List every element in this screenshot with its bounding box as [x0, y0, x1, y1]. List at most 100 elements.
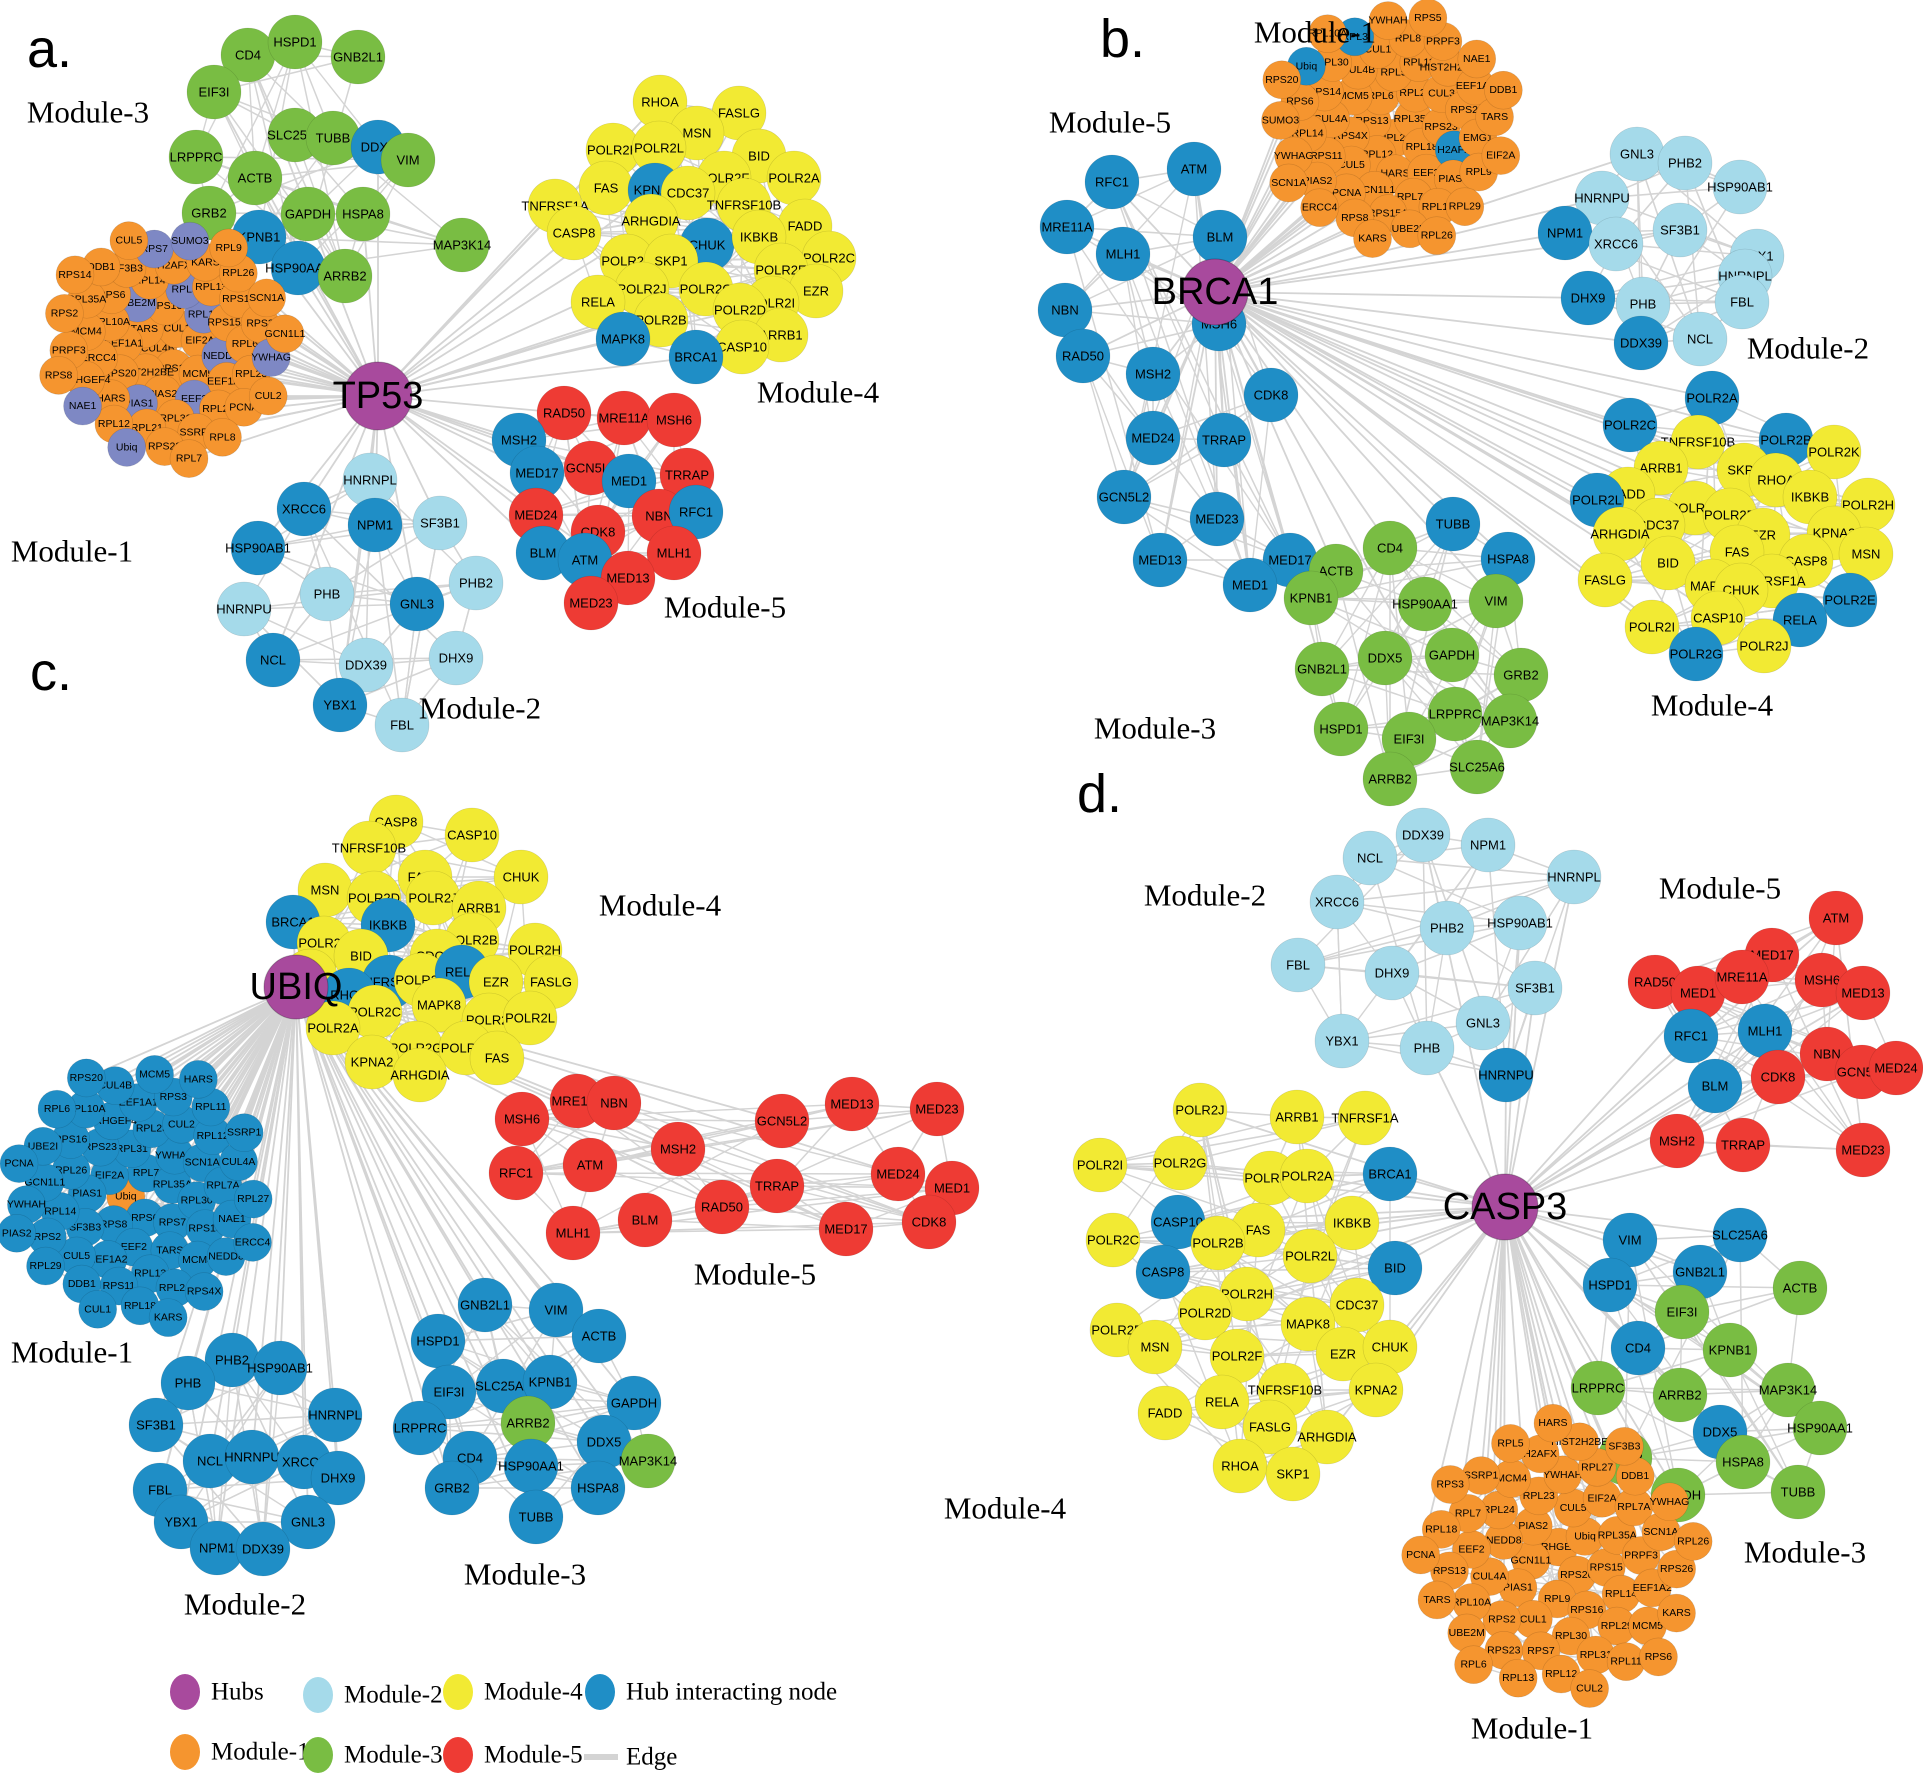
- node-d-HSPD1[interactable]: [1582, 1257, 1638, 1313]
- node-a-RPS8[interactable]: [39, 356, 78, 395]
- node-b-RPL29[interactable]: [1445, 187, 1485, 227]
- node-d-ARRB2[interactable]: [1652, 1367, 1708, 1423]
- node-c-MED23[interactable]: [909, 1081, 965, 1137]
- node-c-FAS[interactable]: [469, 1030, 525, 1086]
- node-a-GAPDH[interactable]: [280, 186, 336, 242]
- node-d-ARHGDIA[interactable]: [1299, 1409, 1355, 1465]
- node-a-FBL[interactable]: [374, 697, 430, 753]
- node-c-RPL6[interactable]: [37, 1089, 77, 1129]
- node-d-EIF3I[interactable]: [1654, 1284, 1710, 1340]
- node-b-TRRAP[interactable]: [1196, 412, 1252, 468]
- node-a-GNL3[interactable]: [389, 576, 445, 632]
- node-c-HNRNPL[interactable]: [307, 1387, 363, 1443]
- hub-node-CASP3[interactable]: [1471, 1173, 1539, 1241]
- node-a-DDX39[interactable]: [338, 637, 394, 693]
- node-c-KARS[interactable]: [148, 1298, 188, 1337]
- node-d-ACTB[interactable]: [1772, 1260, 1828, 1316]
- node-d-TRRAP[interactable]: [1715, 1117, 1771, 1173]
- node-c-DDX39[interactable]: [235, 1521, 291, 1577]
- node-b-FBL[interactable]: [1714, 274, 1770, 330]
- node-b-XRCC6[interactable]: [1588, 216, 1644, 272]
- node-b-CD4[interactable]: [1362, 520, 1418, 576]
- node-a-ACTB[interactable]: [227, 150, 283, 206]
- node-b-NAE1[interactable]: [1457, 39, 1497, 79]
- node-d-HSPA8[interactable]: [1715, 1434, 1771, 1490]
- node-d-POLR2B[interactable]: [1190, 1215, 1246, 1271]
- node-b-ERCC4[interactable]: [1300, 188, 1339, 227]
- node-a-MLH1[interactable]: [646, 525, 702, 581]
- node-d-FADD[interactable]: [1137, 1385, 1193, 1441]
- node-b-GNB2L1[interactable]: [1294, 641, 1350, 697]
- node-b-RPL10A[interactable]: [1308, 14, 1347, 54]
- node-b-CDK8[interactable]: [1243, 367, 1299, 423]
- node-c-MAPK8[interactable]: [411, 977, 467, 1033]
- node-d-FASLG[interactable]: [1242, 1399, 1298, 1455]
- node-d-IKBKB[interactable]: [1324, 1195, 1380, 1251]
- node-b-ATM[interactable]: [1166, 141, 1222, 197]
- node-a-LRPPRC[interactable]: [168, 129, 224, 185]
- node-c-BLM[interactable]: [617, 1192, 673, 1248]
- hub-node-UBIQ[interactable]: [263, 954, 329, 1020]
- node-d-MSH2[interactable]: [1649, 1113, 1705, 1169]
- node-d-CDK8[interactable]: [1750, 1049, 1806, 1105]
- node-a-SCN1A[interactable]: [247, 278, 286, 318]
- node-d-MSN[interactable]: [1127, 1319, 1183, 1375]
- node-a-RAD50[interactable]: [536, 385, 592, 441]
- node-d-ATM[interactable]: [1808, 890, 1864, 946]
- node-c-CUL1[interactable]: [78, 1289, 117, 1329]
- node-b-SCN1A[interactable]: [1269, 163, 1309, 203]
- node-a-RPS14[interactable]: [55, 255, 95, 295]
- node-a-Ubiq[interactable]: [107, 428, 146, 467]
- node-a-CUL5[interactable]: [109, 221, 149, 260]
- hub-node-BRCA1[interactable]: [1181, 258, 1249, 326]
- node-a-BRCA1[interactable]: [668, 329, 724, 385]
- node-c-CHUK[interactable]: [493, 849, 549, 905]
- node-b-YWHAH[interactable]: [1368, 1, 1408, 40]
- node-b-RPL26[interactable]: [1417, 216, 1457, 255]
- node-c-POLR2L[interactable]: [502, 990, 558, 1046]
- node-a-HNRNPU[interactable]: [216, 581, 272, 637]
- node-c-ACTB[interactable]: [571, 1308, 627, 1364]
- node-a-HSPA8[interactable]: [335, 186, 391, 242]
- node-d-MED23[interactable]: [1835, 1122, 1891, 1178]
- node-d-NCL[interactable]: [1342, 830, 1398, 886]
- node-b-POLR2G[interactable]: [1668, 626, 1724, 682]
- node-d-YBX1[interactable]: [1314, 1013, 1370, 1069]
- node-a-RPL8[interactable]: [203, 418, 242, 457]
- node-d-BRCA1[interactable]: [1362, 1146, 1418, 1202]
- node-b-RPS5[interactable]: [1408, 0, 1448, 38]
- node-c-GNL3[interactable]: [280, 1494, 336, 1550]
- node-d-TNFRSF1A[interactable]: [1337, 1090, 1393, 1146]
- node-d-SF3B1[interactable]: [1507, 960, 1563, 1016]
- node-b-MLH1[interactable]: [1095, 226, 1151, 282]
- node-b-MED13[interactable]: [1132, 532, 1188, 588]
- node-d-RHOA[interactable]: [1212, 1438, 1268, 1494]
- node-b-RPS20[interactable]: [1262, 60, 1302, 100]
- node-a-MED23[interactable]: [563, 575, 619, 631]
- node-c-HSP90AB1[interactable]: [252, 1340, 308, 1396]
- node-d-MAPK8[interactable]: [1280, 1296, 1336, 1352]
- node-d-POLR2A[interactable]: [1279, 1148, 1335, 1204]
- node-a-EIF3I[interactable]: [186, 64, 242, 120]
- node-d-CASP8[interactable]: [1135, 1244, 1191, 1300]
- node-a-YBX1[interactable]: [312, 677, 368, 733]
- node-b-POLR2I[interactable]: [1624, 599, 1680, 655]
- node-a-PHB[interactable]: [299, 566, 355, 622]
- node-d-RPL18[interactable]: [1421, 1510, 1461, 1549]
- node-d-RPL13[interactable]: [1498, 1658, 1538, 1698]
- node-a-MAPK8[interactable]: [595, 311, 651, 367]
- node-d-POLR2I[interactable]: [1072, 1137, 1128, 1193]
- node-a-NPM1[interactable]: [347, 497, 403, 553]
- node-c-MED13[interactable]: [824, 1076, 880, 1132]
- node-d-DDX39[interactable]: [1395, 807, 1451, 863]
- node-a-RPL9[interactable]: [209, 228, 248, 268]
- node-d-SKP1[interactable]: [1265, 1446, 1321, 1502]
- node-c-MED17[interactable]: [818, 1201, 874, 1257]
- node-b-RFC1[interactable]: [1084, 154, 1140, 210]
- node-d-YWHAG[interactable]: [1650, 1482, 1689, 1522]
- node-d-BLM[interactable]: [1687, 1058, 1743, 1114]
- node-a-MSH6[interactable]: [646, 392, 702, 448]
- node-c-RAD50[interactable]: [694, 1179, 750, 1235]
- node-c-MSH2[interactable]: [650, 1121, 706, 1177]
- node-d-XRCC6[interactable]: [1309, 874, 1365, 930]
